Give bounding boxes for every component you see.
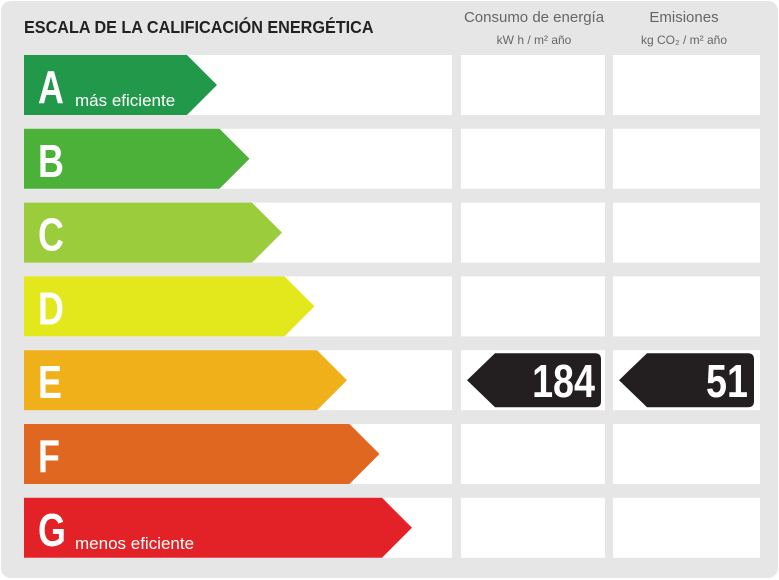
cell [461,276,605,337]
value-indicator [619,353,754,408]
cell [613,202,760,263]
cell [613,497,760,558]
rating-arrow [24,128,250,189]
rating-arrow [24,497,412,558]
cell [613,424,760,484]
cell [461,497,605,558]
column-unit: kg CO₂ / m² año [641,33,727,47]
rating-letter: D [38,283,64,334]
rating-arrow [24,350,347,411]
rating-letter: C [38,209,64,260]
cell [613,128,760,189]
rating-letter: A [38,62,64,113]
cell [461,55,605,115]
rating-arrow [24,202,282,263]
rating-arrow [24,55,217,115]
rating-arrow [24,276,315,337]
cell [461,424,605,484]
rating-letter: E [38,357,62,408]
value-text: 184 [532,356,595,407]
cell [461,202,605,263]
rating-letter: B [38,136,64,187]
rating-note: más eficiente [75,91,175,110]
rating-letter: F [38,431,60,482]
column-title: Emisiones [649,9,718,26]
value-indicator [467,353,601,408]
cell [613,276,760,337]
cell [461,128,605,189]
rating-arrow [24,424,380,484]
title: ESCALA DE LA CALIFICACIÓN ENERGÉTICA [24,17,374,37]
column-title: Consumo de energía [464,9,605,26]
cell [613,55,760,115]
value-text: 51 [706,356,748,407]
rating-letter: G [38,505,66,556]
rating-note: menos eficiente [75,534,194,553]
column-unit: kW h / m² año [497,33,572,47]
